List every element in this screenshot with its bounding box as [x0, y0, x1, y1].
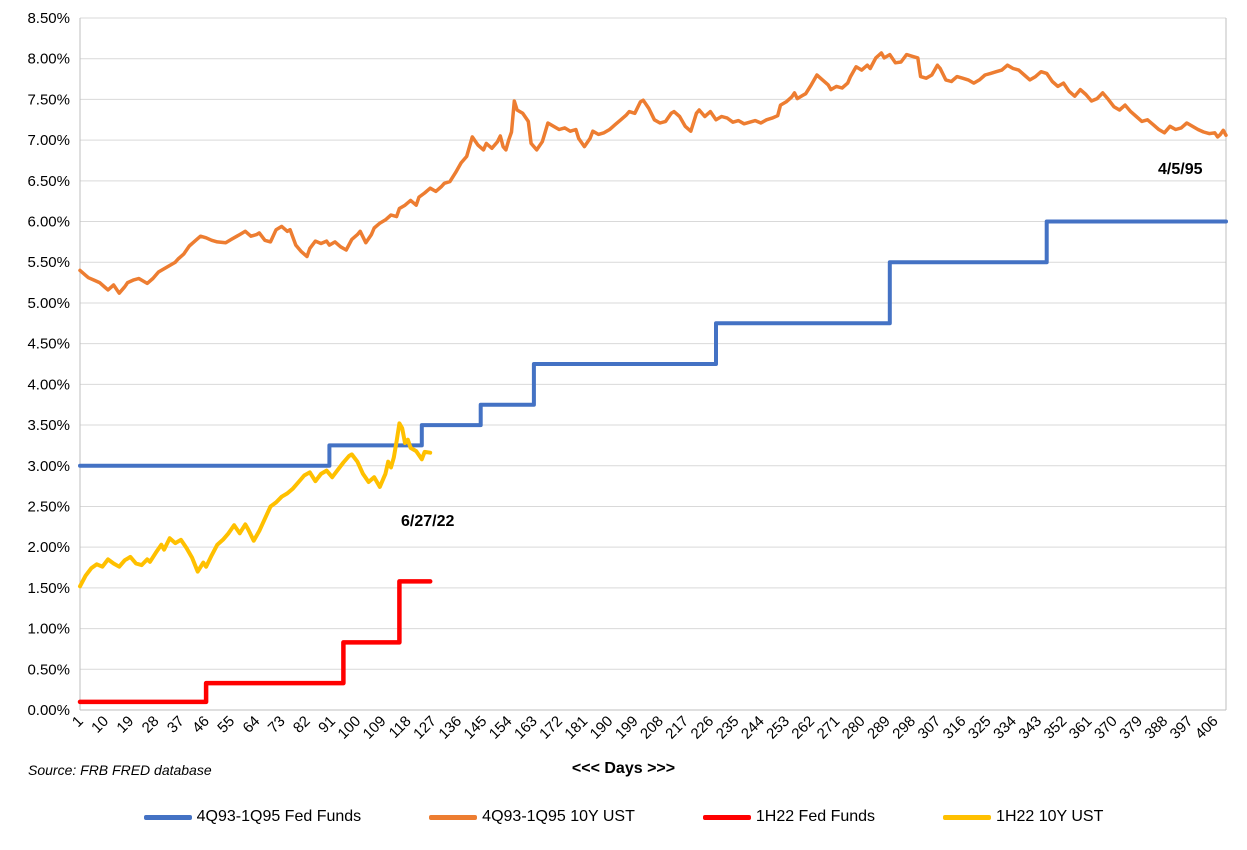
- y-tick-label: 0.00%: [27, 702, 70, 719]
- y-tick-label: 8.50%: [27, 10, 70, 27]
- x-tick-label: 127: [410, 713, 440, 743]
- x-tick-label: 235: [713, 713, 743, 743]
- x-tick-label: 163: [511, 713, 541, 743]
- x-tick-label: 19: [113, 713, 137, 737]
- x-tick-label: 352: [1041, 713, 1071, 743]
- x-tick-label: 55: [214, 713, 238, 737]
- x-tick-label: 253: [763, 713, 793, 743]
- legend-label: 1H22 Fed Funds: [755, 808, 876, 825]
- y-tick-label: 4.50%: [27, 336, 70, 353]
- x-tick-label: 172: [536, 713, 566, 743]
- x-tick-label: 388: [1141, 713, 1171, 743]
- y-tick-label: 7.50%: [27, 91, 70, 108]
- x-tick-label: 154: [486, 713, 516, 743]
- y-tick-label: 1.50%: [27, 580, 70, 597]
- y-tick-label: 3.00%: [27, 458, 70, 475]
- y-tick-label: 6.00%: [27, 214, 70, 231]
- legend-item-4q93-10y-ust: 4Q93-1Q95 10Y UST: [429, 808, 635, 826]
- x-tick-label: 109: [360, 713, 390, 743]
- x-tick-label: 325: [965, 713, 995, 743]
- x-tick-label: 226: [688, 713, 718, 743]
- x-tick-label: 145: [461, 713, 491, 743]
- y-tick-label: 7.00%: [27, 132, 70, 149]
- x-tick-label: 91: [315, 713, 339, 737]
- x-tick-label: 289: [864, 713, 894, 743]
- x-tick-label: 370: [1091, 713, 1121, 743]
- y-tick-label: 0.50%: [27, 661, 70, 678]
- x-tick-label: 280: [839, 713, 869, 743]
- y-tick-label: 5.00%: [27, 295, 70, 312]
- legend-label: 4Q93-1Q95 10Y UST: [482, 808, 635, 825]
- x-tick-label: 100: [335, 713, 365, 743]
- x-tick-label: 334: [990, 713, 1020, 743]
- legend-item-4q93-fed-funds: 4Q93-1Q95 Fed Funds: [143, 808, 362, 826]
- x-tick-label: 136: [435, 713, 465, 743]
- x-tick-label: 82: [290, 713, 314, 737]
- x-tick-label: 199: [612, 713, 642, 743]
- y-tick-label: 6.50%: [27, 173, 70, 190]
- series-line-4q93-1q95-fed-funds: [78, 219, 1228, 468]
- annotation-6-27-22: 6/27/22: [401, 513, 455, 530]
- x-tick-label: 316: [940, 713, 970, 743]
- y-tick-label: 2.50%: [27, 498, 70, 515]
- x-tick-label: 298: [889, 713, 919, 743]
- legend: 4Q93-1Q95 Fed Funds 4Q93-1Q95 10Y UST 1H…: [0, 808, 1247, 826]
- x-tick-label: 379: [1116, 713, 1146, 743]
- x-tick-label: 208: [637, 713, 667, 743]
- y-tick-label: 2.00%: [27, 539, 70, 556]
- series-line-4q93-1q95-10y-ust: [78, 51, 1228, 295]
- x-tick-label: 361: [1066, 713, 1096, 743]
- x-tick-label: 406: [1192, 713, 1222, 743]
- series-line-1h22-10y-ust: [78, 421, 433, 589]
- y-tick-label: 1.00%: [27, 621, 70, 638]
- legend-label: 1H22 10Y UST: [996, 808, 1104, 825]
- annotation-4-5-95: 4/5/95: [1158, 161, 1203, 178]
- source-note: Source: FRB FRED database: [28, 762, 212, 778]
- x-tick-label: 217: [662, 713, 692, 743]
- x-tick-label: 181: [561, 713, 591, 743]
- series-line-1h22-fed-funds: [77, 579, 433, 705]
- x-tick-label: 37: [164, 713, 188, 737]
- x-tick-label: 262: [788, 713, 818, 743]
- legend-item-1h22-fed-funds: 1H22 Fed Funds: [702, 808, 876, 826]
- x-tick-label: 10: [88, 713, 112, 737]
- x-tick-label: 46: [189, 713, 213, 737]
- x-tick-label: 397: [1167, 713, 1197, 743]
- x-tick-label: 190: [587, 713, 617, 743]
- legend-item-1h22-10y-ust: 1H22 10Y UST: [943, 808, 1103, 826]
- x-tick-label: 118: [386, 713, 415, 742]
- x-tick-label: 244: [738, 713, 768, 743]
- x-tick-label: 64: [240, 713, 264, 737]
- y-tick-label: 4.00%: [27, 376, 70, 393]
- legend-swatch-blue: [143, 814, 192, 820]
- legend-swatch-yellow: [943, 814, 992, 820]
- legend-swatch-red: [702, 814, 751, 820]
- x-tick-label: 73: [265, 713, 289, 737]
- legend-swatch-orange: [429, 814, 478, 820]
- y-tick-label: 3.50%: [27, 417, 70, 434]
- x-tick-label: 271: [814, 713, 844, 743]
- y-tick-label: 8.00%: [27, 51, 70, 68]
- x-tick-label: 1: [69, 713, 87, 731]
- x-axis-title: <<< Days >>>: [571, 760, 676, 777]
- x-tick-label: 343: [1015, 713, 1045, 743]
- x-tick-label: 307: [915, 713, 945, 743]
- legend-label: 4Q93-1Q95 Fed Funds: [196, 808, 362, 825]
- y-tick-label: 5.50%: [27, 254, 70, 271]
- plot-area: 0.00% 0.50% 1.00% 1.50% 2.00% 2.50% 3.00% 3.50%…: [27, 10, 1228, 743]
- x-tick-label: 28: [139, 713, 163, 737]
